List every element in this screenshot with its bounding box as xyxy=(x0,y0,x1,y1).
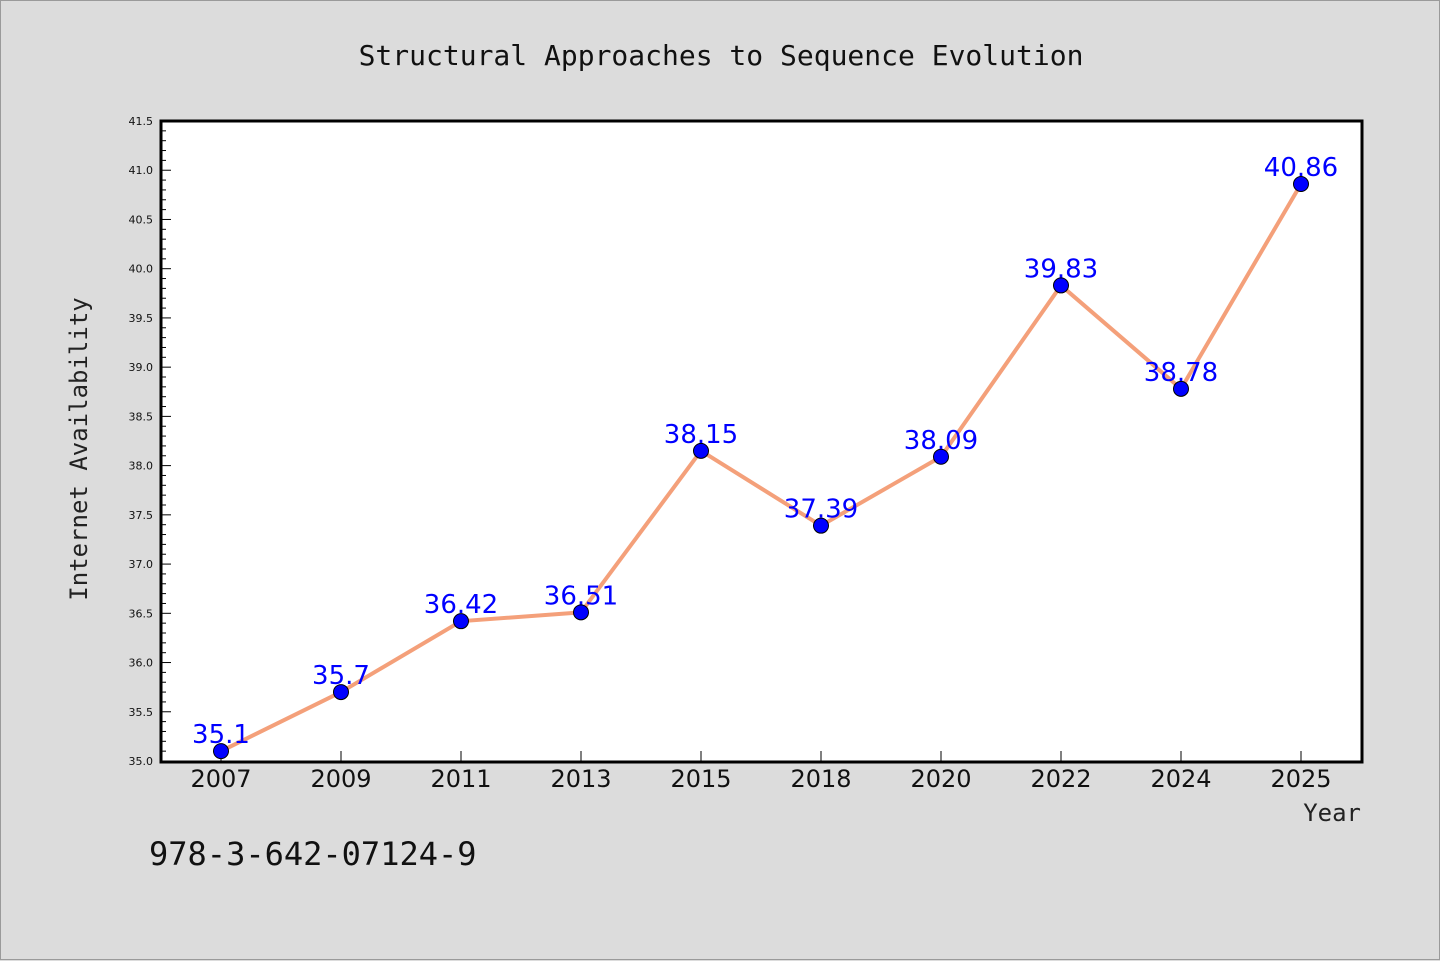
data-labels-layer: 35.1 35.7 36.42 36.51 38.15 37.39 38.09 39.83 38… xyxy=(192,153,1338,750)
data-point xyxy=(693,442,709,459)
y-tick-label: 38.5 xyxy=(129,410,154,423)
data-label: 38.15 xyxy=(664,420,738,450)
plot-area xyxy=(159,119,1364,764)
y-tick-label: 40.0 xyxy=(129,263,154,276)
data-point xyxy=(573,604,589,621)
x-axis-label: Year xyxy=(1303,799,1361,827)
data-point xyxy=(813,517,829,534)
series-line xyxy=(220,183,1303,753)
y-tick-label: 35.0 xyxy=(129,755,154,768)
y-tick-label: 37.5 xyxy=(129,509,154,522)
y-tick-label: 41.5 xyxy=(129,115,154,128)
y-axis-ticks: 35.0 35.5 36.0 36.5 37.0 37.5 38.0 38.5 39.0 39.5… xyxy=(129,115,171,768)
data-label: 37.39 xyxy=(784,495,858,525)
data-point xyxy=(453,613,469,630)
x-tick-label: 2018 xyxy=(790,765,851,793)
data-label: 38.09 xyxy=(904,426,978,456)
y-tick-label: 35.5 xyxy=(129,706,154,719)
data-label: 35.7 xyxy=(312,661,370,691)
y-axis-label: Internet Availability xyxy=(65,297,93,600)
x-tick-label: 2009 xyxy=(310,765,371,793)
y-tick-label: 39.5 xyxy=(129,312,154,325)
data-label: 40.86 xyxy=(1264,153,1338,183)
y-tick-label: 38.0 xyxy=(129,460,154,473)
x-tick-label: 2011 xyxy=(430,765,491,793)
chart-title: Structural Approaches to Sequence Evolut… xyxy=(359,39,1084,72)
data-point xyxy=(933,448,949,465)
data-label: 39.83 xyxy=(1024,254,1098,284)
x-tick-label: 2025 xyxy=(1270,765,1331,793)
data-point xyxy=(213,743,229,760)
data-label: 38.78 xyxy=(1144,358,1218,388)
y-tick-label: 41.0 xyxy=(129,164,154,177)
data-label: 36.42 xyxy=(424,590,498,620)
series-layer xyxy=(213,176,1309,760)
isbn-text: 978-3-642-07124-9 xyxy=(149,835,477,873)
x-tick-label: 2022 xyxy=(1030,765,1091,793)
x-tick-label: 2007 xyxy=(190,765,251,793)
y-tick-label: 36.5 xyxy=(129,607,154,620)
data-label: 35.1 xyxy=(192,720,250,750)
y-tick-label: 40.5 xyxy=(129,213,154,226)
x-tick-label: 2015 xyxy=(670,765,731,793)
x-tick-label: 2024 xyxy=(1150,765,1211,793)
x-axis-ticks: 2007 2009 2011 2013 2015 2018 2020 2022 2024 2025 xyxy=(190,751,1332,793)
data-point xyxy=(1053,277,1069,294)
x-tick-label: 2020 xyxy=(910,765,971,793)
y-tick-label: 36.0 xyxy=(129,657,154,670)
data-point xyxy=(1173,380,1189,397)
data-point xyxy=(1293,176,1309,193)
y-tick-label: 39.0 xyxy=(129,361,154,374)
data-point xyxy=(333,684,349,701)
data-label: 36.51 xyxy=(544,581,618,611)
x-tick-label: 2013 xyxy=(550,765,611,793)
y-tick-label: 37.0 xyxy=(129,558,154,571)
